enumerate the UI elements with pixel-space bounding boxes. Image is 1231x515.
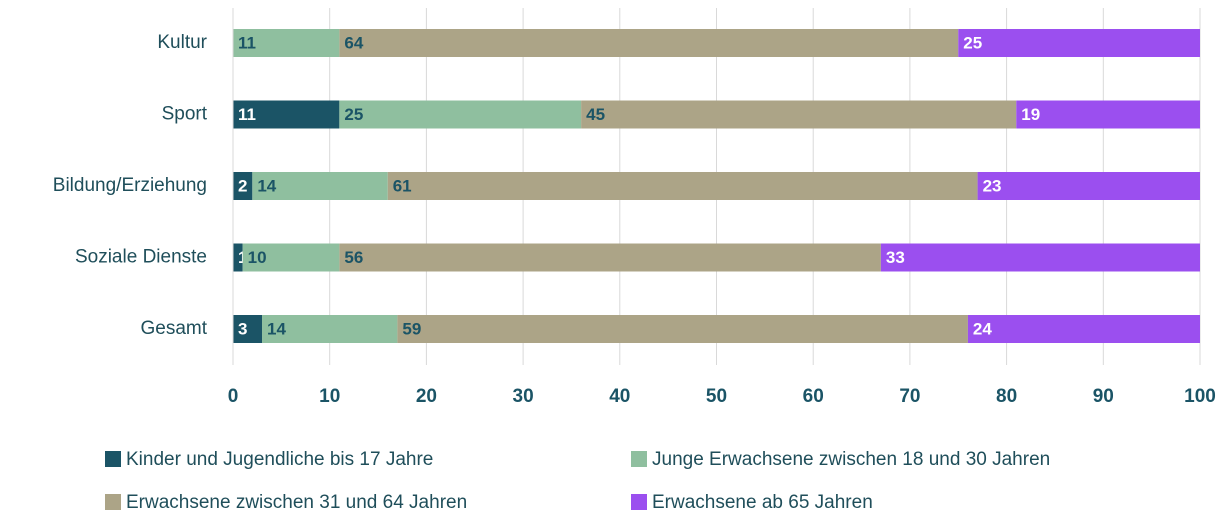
bar-segment [581, 100, 1017, 129]
bar-segment [252, 172, 388, 200]
data-label: 61 [393, 176, 412, 195]
data-label: 11 [238, 33, 256, 52]
x-tick-label: 60 [803, 386, 824, 407]
data-label: 23 [983, 176, 1002, 195]
legend-swatch [105, 494, 121, 510]
bar-segment [397, 315, 968, 343]
data-label: 10 [248, 248, 267, 267]
data-label: 56 [344, 248, 363, 267]
data-label: 33 [886, 248, 905, 267]
data-label: 14 [257, 176, 276, 195]
data-label: 64 [344, 33, 363, 52]
bar-segment [958, 29, 1200, 57]
bar-segment [233, 315, 263, 343]
data-label: 3 [238, 319, 247, 338]
bar-segment [967, 315, 1200, 343]
data-label: 2 [238, 176, 247, 195]
category-label: Sport [162, 104, 208, 125]
bar-segment [1016, 100, 1200, 129]
category-label: Soziale Dienste [75, 247, 207, 268]
category-label: Kultur [157, 32, 207, 53]
legend-label: Kinder und Jugendliche bis 17 Jahre [126, 449, 433, 470]
bar-segment [233, 29, 340, 57]
bar-segment [242, 243, 340, 272]
bar-segment [233, 243, 243, 272]
legend-label: Junge Erwachsene zwischen 18 und 30 Jahr… [652, 449, 1050, 470]
legend-swatch [631, 451, 647, 467]
x-tick-label: 10 [319, 386, 340, 407]
bar-segment [233, 100, 340, 129]
category-label: Bildung/Erziehung [53, 175, 207, 196]
bar-segment [977, 172, 1200, 200]
x-tick-label: 30 [513, 386, 534, 407]
bar-segment [387, 172, 978, 200]
data-label: 25 [344, 105, 363, 124]
legend-swatch [105, 451, 121, 467]
category-label: Gesamt [140, 318, 207, 339]
x-tick-label: 20 [416, 386, 437, 407]
x-tick-label: 100 [1184, 386, 1216, 407]
x-tick-label: 80 [996, 386, 1017, 407]
x-tick-label: 0 [228, 386, 239, 407]
x-tick-label: 90 [1093, 386, 1114, 407]
data-label: 45 [586, 105, 605, 124]
bar-segment [339, 29, 959, 57]
data-label: 14 [267, 319, 286, 338]
bar-segment [339, 243, 881, 272]
bar-segment [339, 100, 582, 129]
x-tick-label: 50 [706, 386, 727, 407]
legend-swatch [631, 494, 647, 510]
bar-segment [880, 243, 1200, 272]
data-label: 25 [963, 33, 982, 52]
data-label: 11 [238, 105, 256, 124]
data-label: 59 [402, 319, 421, 338]
bar-segment [262, 315, 398, 343]
x-tick-label: 40 [609, 386, 630, 407]
legend-label: Erwachsene zwischen 31 und 64 Jahren [126, 492, 467, 513]
data-label: 24 [973, 319, 992, 338]
data-label: 19 [1021, 105, 1040, 124]
legend-label: Erwachsene ab 65 Jahren [652, 492, 873, 513]
x-tick-label: 70 [899, 386, 920, 407]
bar-segment [233, 172, 253, 200]
